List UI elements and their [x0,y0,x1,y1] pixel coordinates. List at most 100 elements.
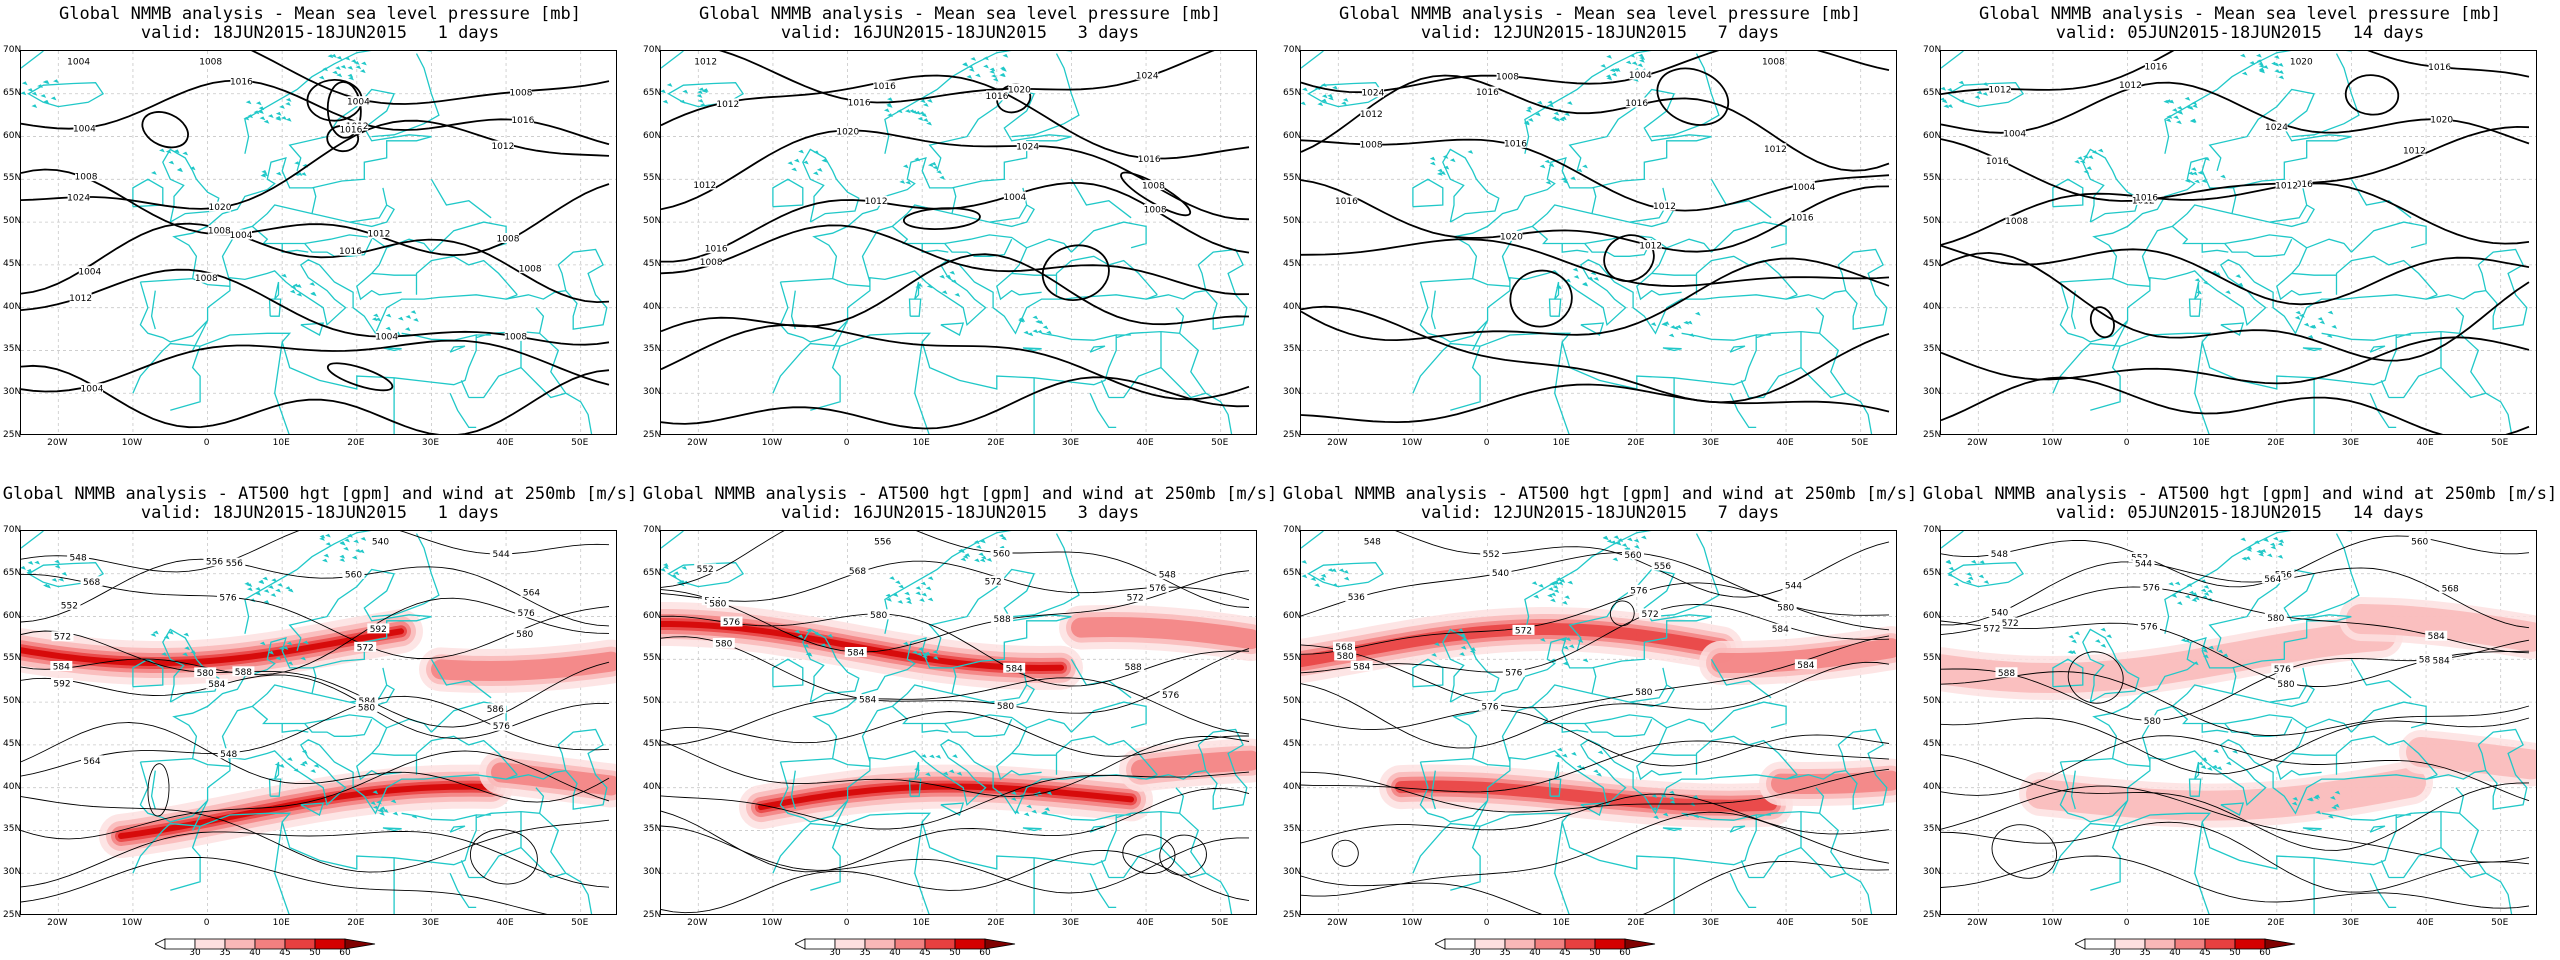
lat-tick-label: 65N [1283,567,1302,578]
lon-tick-label: 20W [47,438,68,448]
lon-tick-label: 10W [121,438,143,448]
contour-label: 540 [1991,609,2008,619]
lon-tick-label: 40E [496,438,514,448]
lat-tick-label: 30N [3,387,22,398]
contour-label: 1008 [208,227,231,237]
lon-tick-label: 50E [1851,918,1869,928]
contour-label: 1024 [1016,143,1039,153]
contour-label: 1016 [339,247,362,257]
contour-label: 580 [870,611,887,621]
lon-tick-label: 0 [203,438,210,448]
contour-label: 544 [493,550,510,560]
contour-label: 584 [53,663,70,673]
lat-tick-label: 55N [3,653,22,664]
colorbar-tick-label: 40 [2169,948,2181,958]
lon-tick-label: 0 [2123,918,2130,928]
contour-label: 572 [1983,624,2000,634]
contour-label: 1024 [1361,89,1384,99]
lat-tick-label: 65N [3,87,22,98]
lat-tick-label: 35N [643,344,662,355]
lon-tick-label: 30E [2341,918,2360,928]
contour-label: 1008 [497,235,520,245]
contour-label: 592 [370,625,387,635]
lat-tick-label: 55N [3,173,22,184]
contour-label: 564 [523,588,540,598]
lat-tick-label: 60N [643,130,662,141]
lat-tick-label: 55N [1923,173,1942,184]
contour-label: 1008 [1762,58,1785,68]
lon-tick-label: 10E [1552,438,1570,448]
contour-label: 560 [2411,538,2428,548]
lon-tick-label: 20W [1327,438,1348,448]
lat-tick-label: 45N [643,258,662,269]
lat-tick-label: 70N [1923,525,1942,535]
contour-label: 544 [2135,559,2152,569]
contour-label: 1012 [367,230,390,240]
lat-tick-label: 30N [1923,387,1942,398]
lon-tick-label: 20E [347,438,365,448]
contour-label: 584 [2419,656,2436,666]
lon-tick-label: 10E [2192,438,2210,448]
lon-tick-label: 30E [421,918,440,928]
contour-label: 1016 [848,98,871,108]
panel-title: Global NMMB analysis - AT500 hgt [gpm] a… [1282,484,1918,504]
contour-label: 560 [993,550,1010,560]
lon-tick-label: 20E [1627,438,1645,448]
mslp-panel-3: Global NMMB analysis - Mean sea level pr… [1280,0,1920,480]
lon-tick-label: 10W [1401,918,1423,928]
contour-label: 1016 [2135,194,2158,204]
contour-label: 1012 [69,294,92,304]
contour-label: 580 [2144,717,2161,727]
contour-label: 1012 [693,181,716,191]
contour-label: 580 [709,599,726,609]
contour-label: 568 [849,567,866,577]
contour-label: 580 [197,669,214,679]
contour-label: 1008 [1360,141,1383,151]
contour-label: 572 [2002,619,2019,629]
lat-tick-label: 30N [1283,387,1302,398]
contour-label: 1016 [1791,214,1814,224]
contour-label: 1012 [2403,146,2426,156]
lat-tick-label: 35N [1923,824,1942,835]
contour-label: 556 [1654,562,1671,572]
contour-label: 1004 [1629,71,1652,81]
lat-tick-label: 45N [1283,738,1302,749]
contour-label: 576 [1481,702,1498,712]
contour-label: 584 [1006,664,1023,674]
lon-tick-label: 40E [2416,918,2434,928]
lat-tick-label: 25N [643,430,662,440]
contour-label: 552 [1483,550,1500,560]
contour-label: 584 [847,649,864,659]
lat-tick-label: 60N [1283,610,1302,621]
z500-panel-3: Global NMMB analysis - AT500 hgt [gpm] a… [1280,480,1920,960]
contour-label: 1016 [1625,99,1648,109]
contour-label: 568 [1335,643,1352,653]
contour-label: 1008 [199,58,222,68]
contour-label: 580 [1635,688,1652,698]
contour-label: 584 [359,697,376,707]
contour-label: 1012 [491,142,514,152]
contour-label: 556 [206,558,223,568]
colorbar-tick-label: 40 [889,948,901,958]
lat-tick-label: 50N [1283,696,1302,707]
contour-label: 564 [83,757,100,767]
lon-tick-label: 20E [2267,438,2285,448]
map-area: 548 556 540 544 552 556 560 564 568 576 572 580 584 5… [20,530,617,915]
lon-tick-label: 20W [1327,918,1348,928]
contour-label: 1008 [1496,73,1519,83]
lat-tick-label: 40N [3,301,22,312]
colorbar-tick-label: 40 [1529,948,1541,958]
mslp-panel-1: Global NMMB analysis - Mean sea level pr… [0,0,640,480]
lat-tick-label: 30N [643,867,662,878]
lat-tick-label: 70N [1283,45,1302,55]
lon-tick-label: 10W [761,918,783,928]
lat-tick-label: 55N [1283,653,1302,664]
colorbar-tick-label: 60 [1619,948,1631,958]
lon-tick-label: 0 [843,918,850,928]
contour-label: 1024 [1136,71,1159,81]
contour-label: 564 [2264,575,2281,585]
lat-tick-label: 65N [643,567,662,578]
lat-tick-label: 40N [643,301,662,312]
lat-tick-label: 25N [1923,430,1942,440]
contour-label: 1016 [2428,63,2451,73]
